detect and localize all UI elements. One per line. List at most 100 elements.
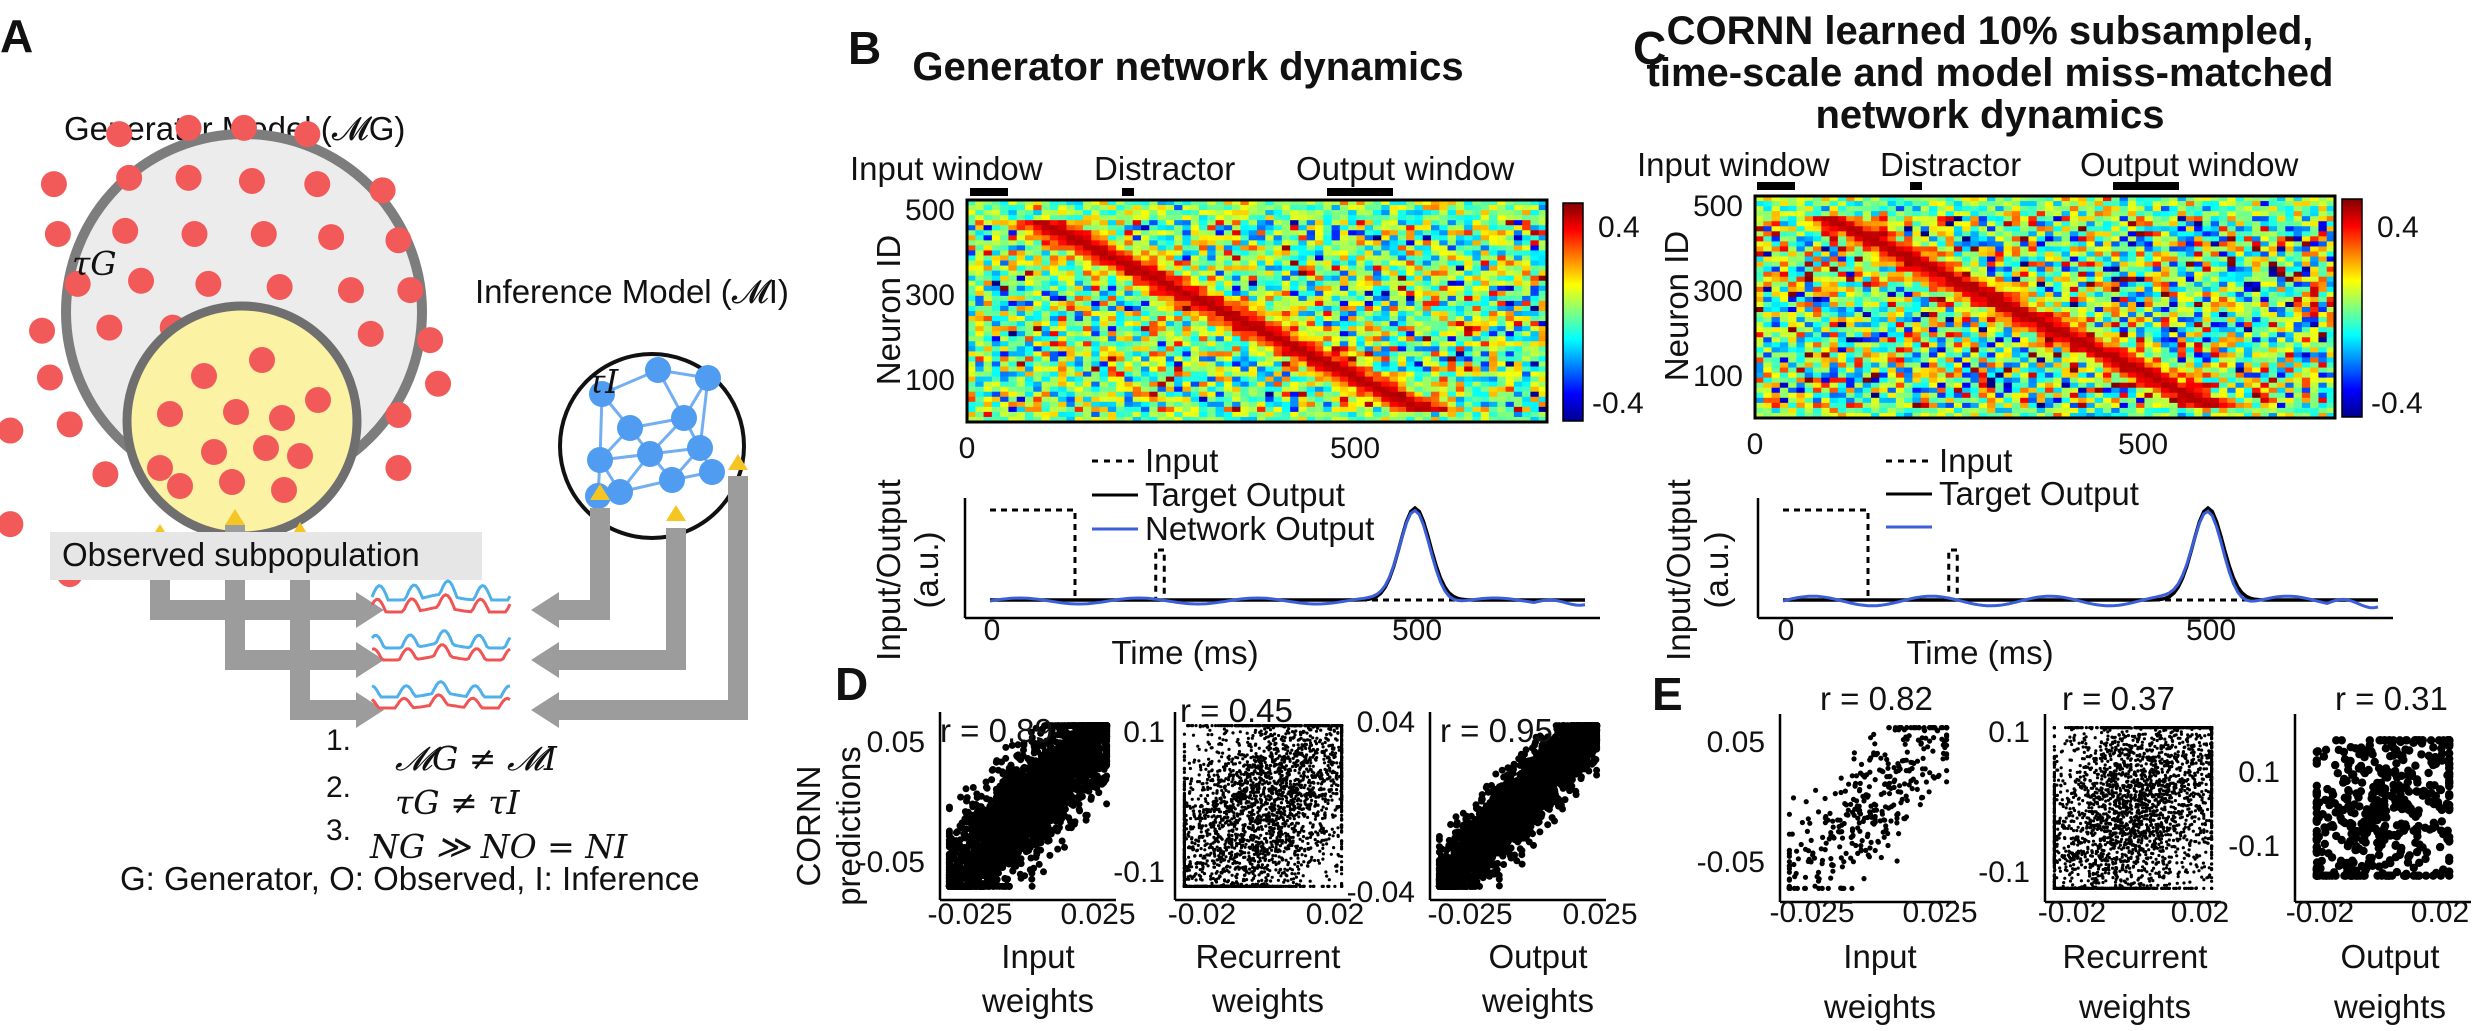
heatmap-cell bbox=[1937, 221, 1947, 227]
heatmap-cell bbox=[1339, 331, 1349, 337]
heatmap-cell bbox=[1157, 356, 1167, 363]
heatmap-cell bbox=[2045, 296, 2054, 303]
heatmap-cell bbox=[1513, 225, 1523, 231]
heatmap-cell bbox=[1240, 255, 1250, 262]
heatmap-cell bbox=[1041, 270, 1051, 277]
heatmap-cell bbox=[1223, 316, 1233, 322]
heatmap-cell bbox=[1157, 250, 1167, 257]
heatmap-cell bbox=[1472, 386, 1482, 393]
heatmap-cell bbox=[1281, 255, 1291, 262]
heatmap-cell bbox=[1389, 225, 1399, 231]
heatmap-cell bbox=[1356, 280, 1366, 287]
heatmap-cell bbox=[2078, 301, 2088, 308]
heatmap-cell bbox=[1381, 255, 1391, 262]
heatmap-cell bbox=[1381, 220, 1391, 226]
heatmap-cell bbox=[1522, 401, 1532, 408]
heatmap-cell bbox=[975, 411, 985, 418]
heatmap-cell bbox=[1008, 230, 1018, 236]
heatmap-cell bbox=[1091, 396, 1101, 403]
heatmap-cell bbox=[1066, 210, 1076, 216]
heatmap-cell bbox=[2028, 261, 2038, 268]
heatmap-cell bbox=[1364, 366, 1374, 373]
heatmap-cell bbox=[983, 381, 993, 388]
heatmap-cell bbox=[1837, 307, 1847, 313]
heatmap-cell bbox=[1083, 255, 1092, 262]
heatmap-cell bbox=[1522, 336, 1532, 342]
heatmap-cell bbox=[1381, 331, 1391, 337]
heatmap-cell bbox=[1083, 356, 1092, 363]
heatmap-cell bbox=[1763, 206, 1773, 212]
heatmap-cell bbox=[1489, 331, 1498, 337]
heatmap-cell bbox=[2235, 231, 2245, 237]
heatmap-cell bbox=[1265, 396, 1275, 403]
heatmap-cell bbox=[1439, 411, 1449, 418]
heatmap-cell bbox=[1174, 406, 1184, 413]
heatmap-cell bbox=[1348, 205, 1358, 211]
heatmap-cell bbox=[1804, 261, 1814, 268]
heatmap-cell bbox=[1215, 235, 1225, 241]
heatmap-cell bbox=[1381, 396, 1391, 403]
heatmap-cell bbox=[1895, 291, 1905, 298]
heatmap-cell bbox=[1149, 351, 1159, 358]
heatmap-cell bbox=[1887, 251, 1897, 258]
heatmap-cell bbox=[2053, 256, 2063, 263]
heatmap-cell bbox=[2310, 236, 2320, 243]
heatmap-cell bbox=[1083, 295, 1092, 302]
heatmap-cell bbox=[2152, 236, 2162, 243]
heatmap-cell bbox=[1215, 316, 1225, 322]
heatmap-cell bbox=[1331, 346, 1341, 352]
heatmap-cell bbox=[1033, 371, 1043, 378]
heatmap-cell bbox=[1025, 215, 1034, 221]
heatmap-cell bbox=[1871, 266, 1880, 273]
heatmap-cell bbox=[1248, 240, 1258, 247]
heatmap-cell bbox=[1813, 307, 1822, 313]
arrow-head bbox=[531, 692, 559, 728]
heatmap-cell bbox=[2136, 251, 2146, 258]
heatmap-cell bbox=[1091, 260, 1101, 267]
heatmap-cell bbox=[1058, 366, 1068, 373]
heatmap-cell bbox=[1041, 255, 1051, 262]
heatmap-cell bbox=[1846, 312, 1856, 318]
heatmap-cell bbox=[1513, 356, 1523, 363]
heatmap-cell bbox=[1813, 231, 1822, 237]
heatmap-cell bbox=[1464, 295, 1474, 302]
heatmap-cell bbox=[1455, 260, 1465, 267]
input-output-plot-b bbox=[963, 498, 1600, 620]
heatmap-cell bbox=[2169, 301, 2179, 308]
heatmap-cell bbox=[2069, 286, 2079, 293]
heatmap-cell bbox=[2310, 231, 2320, 237]
heatmap-cell bbox=[975, 265, 985, 272]
heatmap-cell bbox=[1165, 210, 1175, 216]
heatmap-cell bbox=[1223, 351, 1233, 358]
heatmap-cell bbox=[1281, 416, 1291, 423]
colorbar-b-tick-low: -0.4 bbox=[1592, 387, 1644, 420]
heatmap-cell bbox=[1223, 416, 1233, 423]
heatmap-cell bbox=[1389, 361, 1399, 368]
heatmap-cell bbox=[967, 270, 976, 277]
heatmap-cell bbox=[1389, 270, 1399, 277]
heatmap-cell bbox=[1149, 391, 1159, 398]
heatmap-cell bbox=[2268, 281, 2278, 288]
heatmap-cell bbox=[1373, 300, 1382, 307]
heatmap-cell bbox=[1381, 321, 1391, 327]
heatmap-cell bbox=[1190, 321, 1200, 327]
heatmap-cell bbox=[2161, 211, 2170, 217]
heatmap-cell bbox=[1091, 205, 1101, 211]
heatmap-cell bbox=[975, 321, 985, 327]
heatmap-cell bbox=[1066, 406, 1076, 413]
heatmap-cell bbox=[2094, 221, 2104, 227]
heatmap-cell bbox=[1472, 255, 1482, 262]
heatmap-cell bbox=[2318, 281, 2328, 288]
heatmap-cell bbox=[1281, 235, 1291, 241]
heatmap-cell bbox=[2036, 317, 2046, 323]
heatmap-cell bbox=[1530, 250, 1540, 257]
heatmap-cell bbox=[1025, 326, 1034, 332]
heatmap-cell bbox=[1397, 225, 1407, 231]
heatmap-cell bbox=[1248, 336, 1258, 342]
heatmap-cell bbox=[1431, 270, 1440, 277]
heatmap-cell bbox=[1298, 230, 1308, 236]
heatmap-cell bbox=[1215, 220, 1225, 226]
heatmap-cell bbox=[1033, 361, 1043, 368]
heatmap-cell bbox=[2219, 251, 2228, 258]
heatmap-cell bbox=[1862, 241, 1872, 248]
